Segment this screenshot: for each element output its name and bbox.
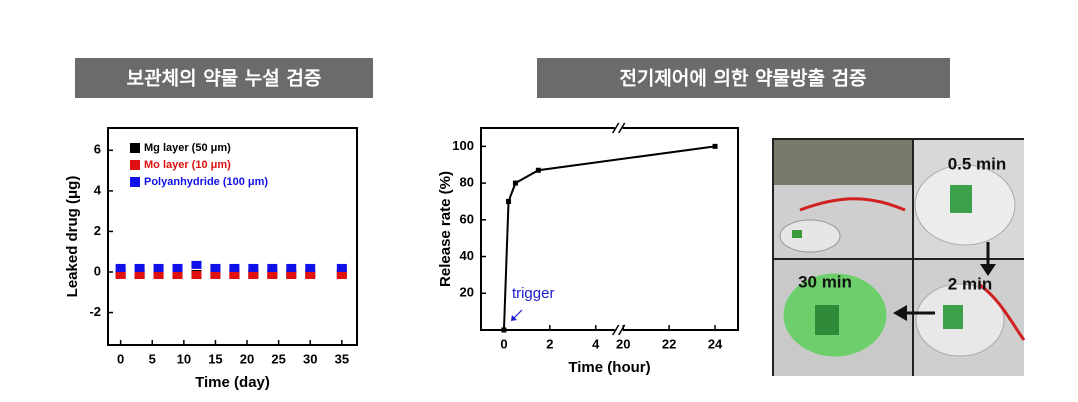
marker xyxy=(115,271,126,280)
axis-break-gap xyxy=(614,125,623,131)
photo-chip xyxy=(950,185,972,213)
axis-break xyxy=(612,324,620,336)
marker xyxy=(248,263,259,272)
y-tick-label: 80 xyxy=(460,175,474,190)
photo-chip xyxy=(792,230,802,238)
marker xyxy=(191,260,202,269)
photos: 0.5 min 2 min 30 min xyxy=(772,138,1026,376)
marker xyxy=(153,263,164,272)
photo-label: 30 min xyxy=(798,272,852,291)
marker xyxy=(286,271,297,280)
y-tick-label: 2 xyxy=(94,223,101,238)
marker xyxy=(134,271,145,280)
y-tick-label: 40 xyxy=(460,248,474,263)
marker xyxy=(712,143,718,149)
marker xyxy=(248,271,259,280)
arrow-head xyxy=(980,264,996,276)
x-tick-label: 10 xyxy=(177,351,191,366)
x-tick-label: 4 xyxy=(592,336,600,351)
photo-dish xyxy=(779,219,841,253)
header: 전기제어에 의한 약물방출 검증 xyxy=(619,68,866,90)
x-tick-label: 0 xyxy=(117,351,124,366)
photo-chip xyxy=(815,305,839,335)
marker xyxy=(172,263,183,272)
marker xyxy=(506,198,512,204)
marker xyxy=(267,271,278,280)
photo-wire xyxy=(799,197,906,212)
y-tick-label: 4 xyxy=(94,182,102,197)
marker xyxy=(191,271,202,280)
y-axis-label: Leaked drug (μg) xyxy=(64,176,81,298)
photo-wire xyxy=(979,283,1026,341)
marker xyxy=(512,180,518,186)
x-axis-label: Time (day) xyxy=(195,374,270,391)
photo-label: 0.5 min xyxy=(948,154,1007,173)
marker xyxy=(501,327,507,333)
line xyxy=(502,145,716,331)
plot-frame xyxy=(480,127,739,331)
legend-label: Mo layer (10 μm) xyxy=(144,159,231,171)
axis-break xyxy=(612,122,620,134)
header-box xyxy=(75,58,373,98)
marker xyxy=(153,271,164,280)
marker xyxy=(210,271,221,280)
photo-label: 2 min xyxy=(948,274,992,293)
x-tick-label: 2 xyxy=(546,336,553,351)
x-tick-label: 20 xyxy=(616,336,630,351)
axis-break xyxy=(618,122,626,134)
x-tick-label: 24 xyxy=(708,336,723,351)
plot-frame xyxy=(107,127,358,346)
marker xyxy=(229,271,240,280)
arrow-head xyxy=(893,305,907,321)
x-tick-label: 20 xyxy=(240,351,254,366)
legend-swatch xyxy=(130,160,140,170)
marker xyxy=(336,271,347,280)
marker xyxy=(115,263,126,272)
photo-device xyxy=(774,140,912,185)
x-tick-label: 22 xyxy=(662,336,676,351)
photo-chip xyxy=(943,305,963,329)
y-axis-label: Release rate (%) xyxy=(437,171,454,287)
annotation-arrow-head xyxy=(510,315,517,321)
legend-swatch xyxy=(130,177,140,187)
legend-label: Mg layer (50 μm) xyxy=(144,142,231,154)
legend-swatch xyxy=(130,143,140,153)
marker xyxy=(229,263,240,272)
header-box xyxy=(537,58,950,98)
annotation: trigger xyxy=(512,285,555,302)
legend-label: Polyanhydride (100 μm) xyxy=(144,176,268,188)
x-tick-label: 15 xyxy=(208,351,222,366)
marker xyxy=(286,263,297,272)
marker xyxy=(134,263,145,272)
header: 보관체의 약물 누설 검증 xyxy=(127,68,322,90)
x-tick-label: 35 xyxy=(335,351,349,366)
marker xyxy=(535,167,541,173)
x-tick-label: 5 xyxy=(149,351,156,366)
marker xyxy=(336,263,347,272)
marker xyxy=(172,271,183,280)
marker xyxy=(210,263,221,272)
x-tick-label: 0 xyxy=(500,336,507,351)
axis-break xyxy=(618,324,626,336)
y-tick-label: 60 xyxy=(460,211,474,226)
marker xyxy=(267,263,278,272)
y-tick-label: 6 xyxy=(94,142,101,157)
y-tick-label: 100 xyxy=(452,138,474,153)
y-tick-label: 0 xyxy=(94,263,101,278)
axis-break-gap xyxy=(614,327,623,333)
x-tick-label: 30 xyxy=(303,351,317,366)
y-tick-label: 20 xyxy=(460,285,474,300)
marker xyxy=(305,263,316,272)
x-tick-label: 25 xyxy=(271,351,285,366)
x-axis-label: Time (hour) xyxy=(568,359,650,376)
y-tick-label: -2 xyxy=(89,304,101,319)
marker xyxy=(305,271,316,280)
